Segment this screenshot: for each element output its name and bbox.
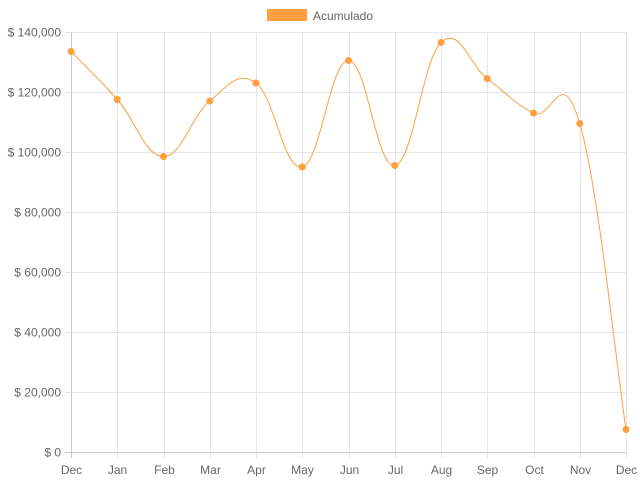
y-tick-label: $ 20,000	[14, 386, 61, 400]
y-tick-label: $ 60,000	[14, 266, 61, 280]
y-tick-label: $ 40,000	[14, 326, 61, 340]
y-tick-label: $ 100,000	[8, 146, 62, 160]
y-tick-label: $ 140,000	[8, 26, 62, 40]
data-point[interactable]	[576, 120, 584, 127]
data-point[interactable]	[345, 57, 352, 64]
x-tick-label: Jan	[108, 463, 127, 477]
x-tick-label: Sep	[477, 463, 499, 477]
x-tick-label: Feb	[154, 463, 175, 477]
legend-label[interactable]: Acumulado	[313, 9, 373, 23]
data-point[interactable]	[206, 97, 214, 105]
series-area	[67, 37, 630, 433]
y-tick-label: $ 80,000	[14, 206, 61, 220]
data-point[interactable]	[67, 48, 75, 55]
y-tick-label: $ 120,000	[8, 86, 62, 100]
data-point[interactable]	[160, 153, 167, 160]
x-tick-label: Jul	[388, 463, 403, 477]
legend[interactable]: Acumulado	[266, 9, 373, 23]
x-tick-label: Dec	[61, 463, 82, 477]
series-line	[70, 37, 627, 430]
data-point[interactable]	[391, 162, 399, 169]
x-tick-label: Aug	[431, 463, 452, 477]
data-point[interactable]	[622, 426, 630, 433]
legend-swatch[interactable]	[266, 9, 307, 21]
x-tick-label: Dec	[616, 463, 637, 477]
x-tick-label: Jun	[340, 463, 359, 477]
x-tick-label: Mar	[200, 463, 221, 477]
data-point[interactable]	[483, 75, 491, 82]
axes: $ 0 $ 20,000 $ 40,000 $ 60,000 $ 80,000 $ 100…	[8, 26, 638, 478]
x-tick-label: Nov	[570, 463, 591, 477]
data-point[interactable]	[113, 96, 121, 103]
x-tick-label: May	[291, 463, 314, 477]
x-tick-label: Apr	[247, 463, 266, 477]
data-point[interactable]	[252, 79, 260, 87]
data-point[interactable]	[437, 39, 445, 46]
y-tick-label: $ 0	[44, 446, 61, 460]
data-point[interactable]	[298, 163, 306, 171]
grid-lines	[65, 32, 627, 458]
x-tick-label: Oct	[525, 463, 544, 477]
data-point[interactable]	[530, 109, 537, 117]
